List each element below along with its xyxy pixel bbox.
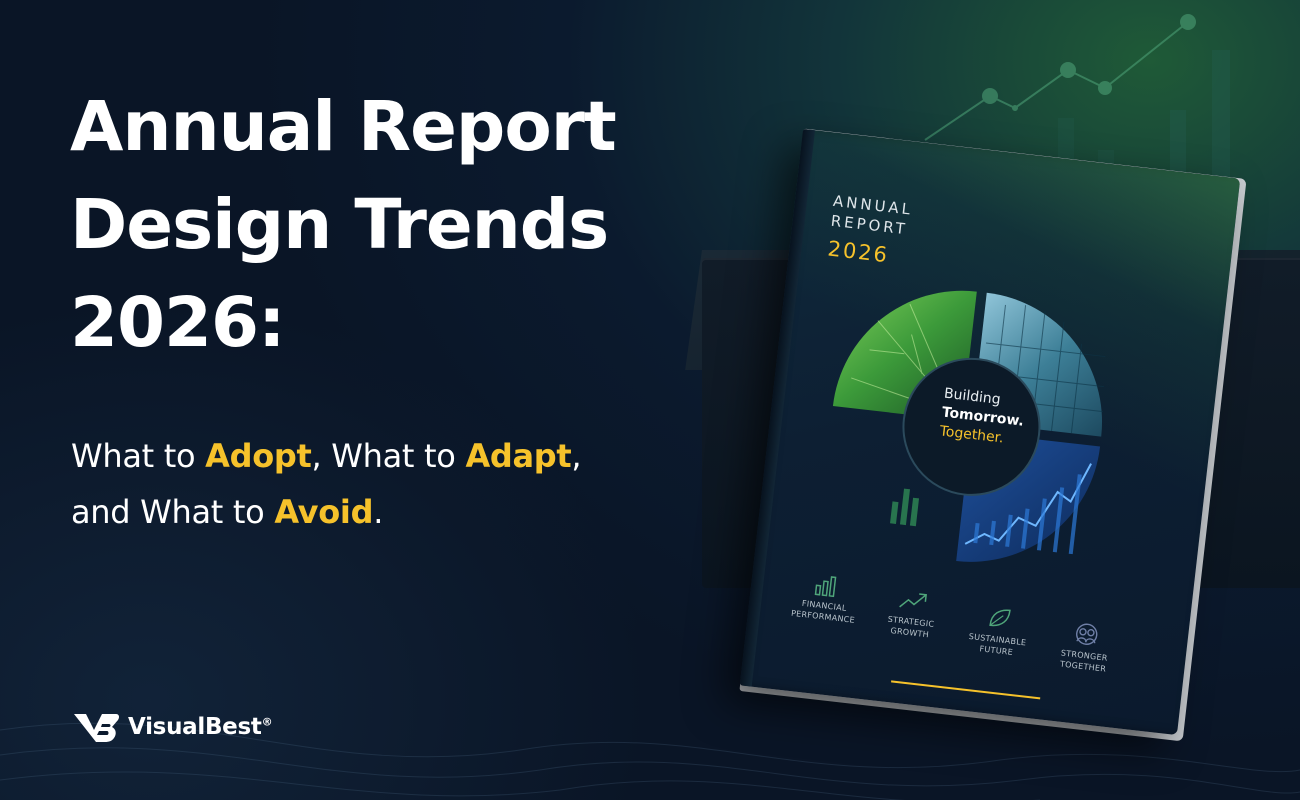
tagline-circle	[902, 357, 1041, 496]
headline: Annual Report Design Trends 2026:	[70, 78, 617, 372]
people-icon	[1076, 623, 1098, 645]
avoid-highlight: Avoid	[274, 493, 374, 531]
pillar-sustainable: SUSTAINABLE FUTURE	[951, 601, 1046, 661]
subheadline: What to Adopt, What to Adapt, and What t…	[71, 428, 582, 540]
headline-line-3: 2026:	[70, 283, 286, 363]
subheadline-line-2: and What to Avoid.	[71, 493, 384, 531]
cover-pillars: FINANCIAL PERFORMANCE STRATEGIC GROWTH SUS…	[773, 569, 1171, 703]
bar-chart-icon	[814, 576, 837, 598]
leaf-icon	[989, 609, 1011, 627]
visualbest-logo-icon	[74, 714, 120, 742]
visualbest-logo: VisualBest®	[72, 710, 273, 744]
subheadline-line-1: What to Adopt, What to Adapt,	[71, 437, 582, 475]
cover-title: ANNUAL REPORT	[830, 191, 914, 240]
adapt-highlight: Adapt	[465, 437, 572, 475]
pillar-strategic: STRATEGIC GROWTH	[864, 585, 959, 643]
logo-text: VisualBest®	[128, 714, 273, 740]
pillar-financial: FINANCIAL PERFORMANCE	[778, 569, 873, 627]
cover-artwork	[832, 290, 1106, 562]
growth-arrow-icon	[899, 593, 927, 608]
cover-tagline: Building Tomorrow. Together.	[939, 385, 1049, 453]
adopt-highlight: Adopt	[205, 437, 312, 475]
pillar-stronger: STRONGER TOGETHER	[1038, 617, 1133, 677]
cover-year: 2026	[826, 236, 891, 268]
annual-report-book: ANNUAL REPORT 2026	[739, 128, 1241, 736]
headline-line-2: Design Trends	[70, 185, 609, 265]
headline-line-1: Annual Report	[70, 87, 617, 167]
